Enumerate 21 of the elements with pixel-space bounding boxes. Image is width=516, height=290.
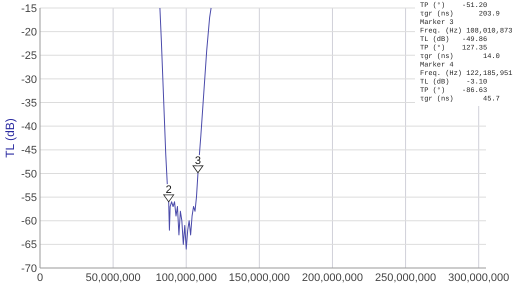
y-tick-label: -45 xyxy=(21,144,37,157)
y-tick-label: -50 xyxy=(21,168,37,180)
y-tick-label: -40 xyxy=(21,121,37,134)
y-tick-label: -35 xyxy=(21,97,37,110)
y-tick-label: -20 xyxy=(21,26,37,38)
x-tick-label: 200,000,000 xyxy=(302,272,364,284)
x-tick-label: 0 xyxy=(36,272,44,284)
y-tick-label: -25 xyxy=(21,50,37,62)
y-tick-label: -30 xyxy=(21,74,37,86)
y-tick-label: -15 xyxy=(21,2,37,15)
line-series xyxy=(159,8,212,250)
x-tick-label: 50,000,000 xyxy=(86,272,141,284)
x-tick-label: 250,000,000 xyxy=(374,272,436,284)
y-axis-title: TL (dB) xyxy=(3,118,17,158)
x-tick-label: 150,000,000 xyxy=(228,272,290,284)
x-tick-label: 300,000,000 xyxy=(448,272,510,284)
x-tick-label: 100,000,000 xyxy=(156,272,217,284)
y-tick-label: -70 xyxy=(21,262,37,275)
y-tick-label: -65 xyxy=(21,239,37,252)
y-tick-label: -60 xyxy=(21,216,37,228)
y-tick-label: -55 xyxy=(21,192,37,204)
